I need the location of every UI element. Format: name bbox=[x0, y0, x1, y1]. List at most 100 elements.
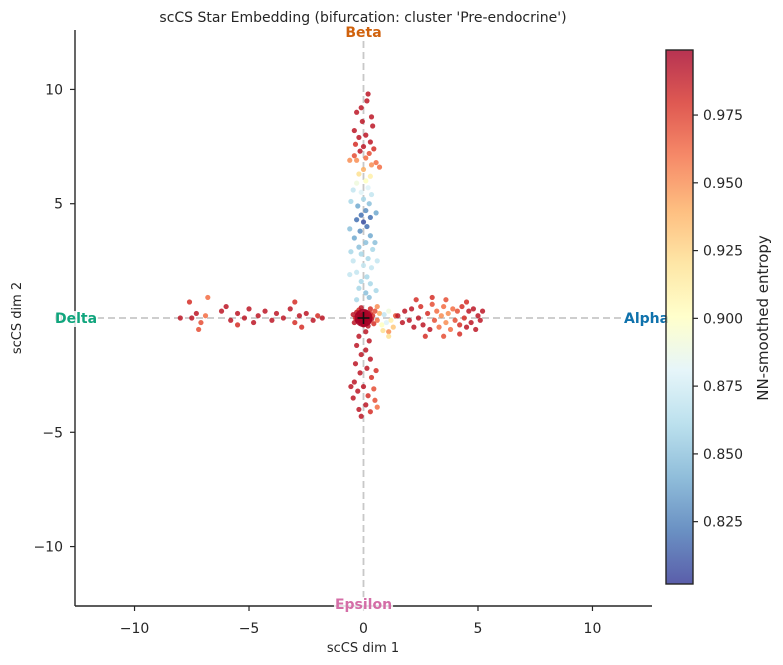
point-beta-3 bbox=[354, 109, 360, 115]
point-beta-58 bbox=[366, 294, 372, 301]
y-axis-label: scCS dim 2 bbox=[10, 282, 25, 354]
point-epsilon-8 bbox=[364, 365, 370, 371]
point-alpha-28 bbox=[468, 319, 474, 326]
point-beta-29 bbox=[358, 189, 364, 195]
branch-annotations: Beta Alpha Delta Epsilon bbox=[54, 25, 671, 613]
point-delta-20 bbox=[296, 313, 302, 319]
point-beta-46 bbox=[370, 246, 376, 253]
point-center-23 bbox=[371, 321, 377, 327]
colorbar-tick-label: 0.875 bbox=[703, 379, 743, 395]
point-center-28 bbox=[374, 317, 380, 323]
point-beta-27 bbox=[354, 180, 360, 186]
point-beta-21 bbox=[347, 157, 353, 163]
point-delta-21 bbox=[303, 310, 309, 317]
point-center-24 bbox=[358, 305, 364, 311]
point-beta-60 bbox=[348, 198, 354, 205]
point-beta-10 bbox=[367, 139, 373, 145]
point-beta-65 bbox=[374, 258, 380, 264]
point-epsilon-19 bbox=[356, 406, 362, 413]
point-alpha-32 bbox=[477, 317, 483, 323]
chart-title: scCS Star Embedding (bifurcation: cluste… bbox=[159, 10, 566, 26]
point-center-25 bbox=[367, 306, 373, 312]
point-alpha-30 bbox=[473, 326, 479, 333]
point-alpha-31 bbox=[475, 313, 481, 319]
point-delta-9 bbox=[234, 310, 241, 317]
point-beta-44 bbox=[363, 239, 369, 246]
center-marker bbox=[357, 312, 370, 324]
point-beta-37 bbox=[367, 214, 373, 221]
point-beta-11 bbox=[352, 141, 359, 147]
point-epsilon-3 bbox=[354, 342, 360, 349]
point-delta-11 bbox=[246, 306, 252, 312]
point-alpha-37 bbox=[463, 299, 470, 305]
colorbar-tick-label: 0.900 bbox=[703, 311, 743, 327]
point-beta-56 bbox=[356, 285, 362, 291]
y-tick-label: 5 bbox=[54, 197, 63, 213]
point-alpha-25 bbox=[461, 315, 467, 321]
point-beta-24 bbox=[356, 171, 362, 177]
point-alpha-20 bbox=[450, 306, 456, 312]
point-epsilon-4 bbox=[363, 347, 369, 353]
point-beta-0 bbox=[358, 105, 364, 111]
point-alpha-18 bbox=[445, 310, 451, 317]
annotation-alpha: Alpha bbox=[624, 311, 669, 327]
point-beta-38 bbox=[360, 219, 367, 225]
point-alpha-39 bbox=[441, 333, 447, 339]
point-center-35 bbox=[390, 324, 396, 330]
point-delta-15 bbox=[269, 317, 275, 323]
point-beta-59 bbox=[354, 297, 360, 303]
point-alpha-38 bbox=[422, 333, 428, 339]
point-beta-19 bbox=[354, 157, 360, 163]
point-delta-14 bbox=[262, 308, 268, 314]
point-epsilon-20 bbox=[367, 409, 373, 415]
x-tick-label: −5 bbox=[239, 621, 260, 637]
annotation-beta: Beta bbox=[345, 25, 381, 41]
point-beta-57 bbox=[363, 290, 369, 296]
point-epsilon-2 bbox=[366, 338, 372, 344]
scatter-points bbox=[177, 91, 486, 419]
point-alpha-33 bbox=[479, 308, 486, 314]
x-axis-ticks: −10 −5 0 5 10 bbox=[120, 606, 601, 637]
point-center-27 bbox=[372, 308, 378, 314]
point-alpha-29 bbox=[470, 306, 477, 312]
point-epsilon-5 bbox=[358, 351, 364, 358]
point-beta-4 bbox=[368, 114, 375, 120]
point-beta-18 bbox=[373, 159, 379, 166]
point-delta-24 bbox=[319, 315, 325, 321]
point-center-26 bbox=[350, 311, 356, 318]
point-beta-14 bbox=[357, 148, 363, 154]
point-beta-50 bbox=[360, 262, 367, 269]
point-delta-3 bbox=[202, 313, 209, 319]
x-tick-label: 5 bbox=[474, 621, 483, 637]
colorbar-tick-label: 0.925 bbox=[703, 244, 743, 260]
point-alpha-26 bbox=[463, 324, 470, 330]
colorbar-gradient bbox=[665, 49, 694, 585]
point-alpha-1 bbox=[399, 319, 406, 326]
point-beta-7 bbox=[351, 127, 357, 134]
point-center-39 bbox=[380, 327, 386, 334]
point-beta-25 bbox=[367, 173, 373, 179]
point-delta-23 bbox=[315, 313, 321, 319]
annotation-bg bbox=[54, 311, 99, 327]
point-beta-9 bbox=[356, 134, 362, 141]
y-tick-label: −10 bbox=[33, 540, 63, 556]
colorbar-tick-label: 0.975 bbox=[703, 108, 743, 124]
point-delta-13 bbox=[255, 313, 261, 319]
colorbar-label: NN-smoothed entropy bbox=[754, 235, 772, 401]
point-alpha-9 bbox=[425, 310, 431, 317]
point-delta-5 bbox=[205, 294, 211, 301]
point-alpha-35 bbox=[429, 294, 435, 301]
point-alpha-17 bbox=[443, 319, 449, 326]
point-epsilon-17 bbox=[372, 397, 378, 403]
plot-area bbox=[75, 30, 652, 606]
point-beta-55 bbox=[367, 281, 373, 287]
point-beta-34 bbox=[355, 203, 361, 209]
point-beta-36 bbox=[358, 212, 364, 218]
colorbar-ticks: 0.825 0.850 0.875 0.900 0.925 0.950 0.975 bbox=[693, 108, 743, 531]
point-beta-28 bbox=[365, 185, 371, 191]
point-beta-15 bbox=[366, 150, 372, 157]
point-delta-8 bbox=[228, 317, 234, 323]
point-epsilon-13 bbox=[371, 386, 377, 392]
point-epsilon-21 bbox=[358, 413, 364, 419]
point-beta-49 bbox=[350, 258, 356, 264]
